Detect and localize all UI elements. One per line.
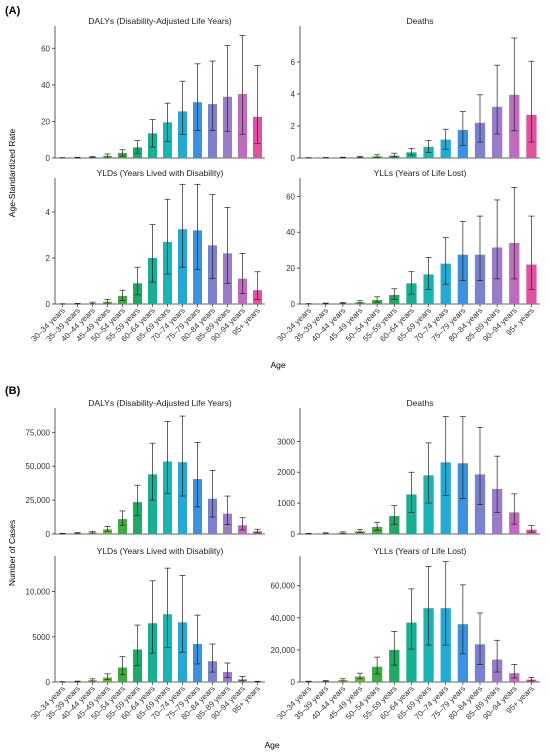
chart-title: Deaths (407, 16, 434, 26)
bar (406, 494, 417, 534)
y-tick-label: 40 (286, 228, 295, 237)
chart-title: YLLs (Years of Life Lost) (374, 546, 467, 556)
bar (440, 462, 451, 534)
bar (163, 614, 172, 682)
y-tick-label: 75,000 (26, 428, 51, 437)
chart-6: YLDs (Years Lived with Disability) 0 5000 1… (26, 546, 265, 722)
bar (178, 111, 187, 158)
chart-title: DALYs (Disability-Adjusted Life Years) (88, 16, 232, 26)
bar (354, 676, 366, 682)
y-tick-label: 60 (41, 44, 50, 53)
panel-b-xlabel: Age (264, 740, 279, 750)
y-tick-label: 20 (41, 117, 50, 126)
bar (148, 474, 157, 534)
y-tick-label: 0 (46, 300, 51, 309)
y-tick-label: 60,000 (271, 582, 296, 591)
chart-title: DALYs (Disability-Adjusted Life Years) (88, 398, 232, 408)
bar (208, 104, 217, 158)
bar (178, 462, 187, 534)
panel-a-xlabel: Age (270, 360, 285, 370)
y-tick-label: 20,000 (271, 646, 296, 655)
y-tick-label: 40,000 (271, 614, 296, 623)
y-tick-label: 0 (291, 154, 296, 163)
bar (133, 502, 142, 534)
chart-2: YLDs (Years Lived with Disability)02430–… (29, 168, 265, 344)
y-tick-label: 4 (291, 90, 296, 99)
chart-title: YLDs (Years Lived with Disability) (97, 168, 224, 178)
bar (423, 475, 434, 534)
bar (118, 519, 127, 534)
y-tick-label: 2 (46, 254, 51, 263)
chart-title: YLDs (Years Lived with Disability) (97, 546, 224, 556)
panel-b-label: (B) (5, 385, 21, 397)
y-tick-label: 0 (291, 300, 296, 309)
y-tick-label: 2 (291, 122, 296, 131)
y-tick-label: 60 (286, 192, 295, 201)
y-tick-label: 50,000 (26, 462, 51, 471)
chart-5: Deaths 0 1000 2000 3000 (277, 398, 540, 539)
chart-0: DALYs (Disability-Adjusted Life Years) 0 2… (41, 16, 265, 163)
y-tick-label: 0 (46, 530, 51, 539)
chart-4: DALYs (Disability-Adjusted Life Years) 0 2… (26, 398, 265, 539)
y-tick-label: 25,000 (26, 496, 51, 505)
y-tick-label: 20 (286, 264, 295, 273)
chart-7: YLLs (Years of Life Lost) 0 20,000 40,000 60… (271, 546, 540, 722)
y-tick-label: 0 (291, 678, 296, 687)
y-tick-label: 2000 (277, 468, 295, 477)
chart-title: Deaths (407, 398, 434, 408)
chart-1: Deaths 0 2 4 6 (291, 16, 540, 163)
y-tick-label: 0 (291, 530, 296, 539)
bar (372, 666, 383, 682)
y-tick-label: 5000 (32, 633, 50, 642)
bar (163, 461, 172, 534)
bar (389, 649, 400, 682)
y-tick-label: 40 (41, 81, 50, 90)
panel-b-ylabel: Number of Cases (7, 520, 17, 586)
bar (406, 622, 417, 682)
y-tick-label: 6 (291, 58, 296, 67)
panel-a-ylabel: Age-Standardized Rate (7, 129, 17, 218)
y-tick-label: 0 (46, 154, 51, 163)
panel-a-label: (A) (5, 5, 21, 17)
y-tick-label: 1000 (277, 499, 295, 508)
y-tick-label: 10,000 (26, 588, 51, 597)
bar (389, 516, 400, 534)
y-tick-label: 4 (46, 208, 51, 217)
chart-title: YLLs (Years of Life Lost) (374, 168, 467, 178)
y-tick-label: 3000 (277, 437, 295, 446)
y-tick-label: 0 (46, 678, 51, 687)
